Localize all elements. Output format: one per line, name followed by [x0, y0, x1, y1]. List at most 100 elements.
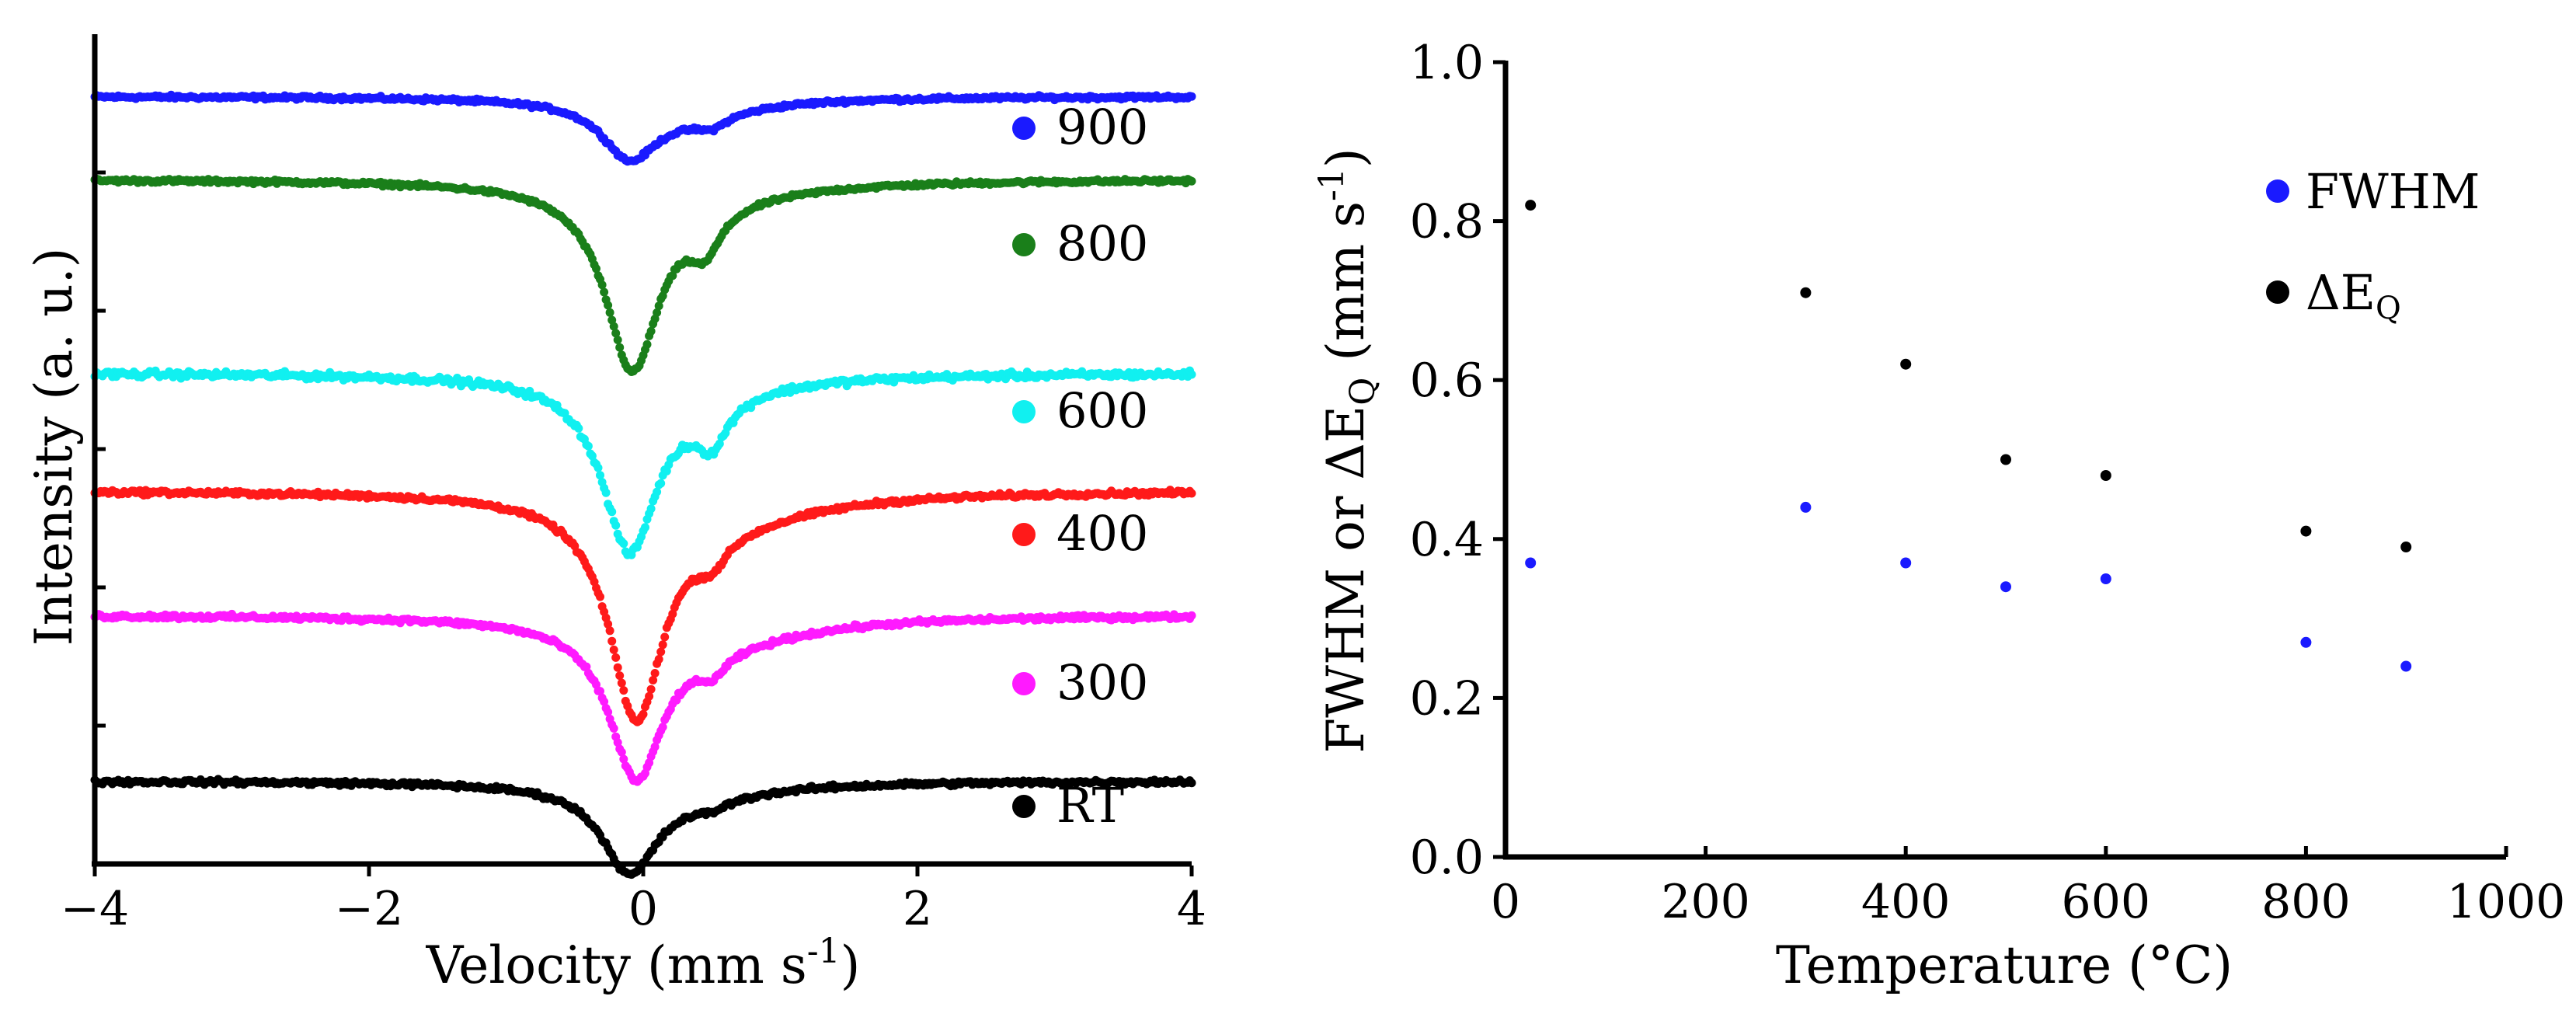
spectrum-point	[574, 423, 583, 433]
spectra-x-tick-label: −2	[335, 882, 403, 936]
spectrum-point	[642, 340, 652, 349]
spectra-x-ticks: −4 −2 0 2 4	[61, 866, 1206, 936]
spectrum-point	[613, 663, 622, 672]
parameters-y-tick-label: 0.0	[1410, 831, 1484, 885]
spectrum-point	[615, 671, 625, 681]
spectrum-point	[582, 662, 591, 671]
spectrum-point	[611, 653, 621, 662]
parameters-legend-item-eq: ΔEQ	[2266, 264, 2401, 326]
spectrum-point	[607, 636, 617, 646]
spectra-x-axis-title-superscript: -1	[807, 932, 841, 971]
spectra-legend-label: 600	[1057, 382, 1148, 439]
parameters-point	[1900, 557, 1912, 569]
parameters-y-tick-label: 0.2	[1410, 671, 1484, 726]
parameters-point	[2300, 636, 2312, 648]
spectra-legend-item-400: 400	[1012, 505, 1148, 562]
spectrum-300	[90, 609, 1196, 786]
parameters-point	[1525, 200, 1537, 211]
spectrum-point	[619, 539, 628, 549]
spectrum-point	[653, 487, 662, 496]
spectra-series-group	[90, 90, 1196, 879]
spectra-legend-item-600: 600	[1012, 382, 1148, 439]
spectra-y-axis-title: Intensity (a. u.)	[24, 248, 84, 646]
parameters-x-tick-label: 0	[1491, 875, 1520, 929]
spectrum-point	[617, 747, 626, 757]
parameters-point	[2300, 525, 2312, 537]
parameters-legend-label: ΔEQ	[2306, 264, 2401, 326]
spectrum-point	[617, 678, 626, 688]
spectrum-point	[654, 301, 663, 311]
spectrum-point	[583, 441, 593, 451]
spectrum-point	[604, 301, 613, 310]
spectrum-800	[90, 174, 1196, 376]
spectra-x-tick-label: 2	[903, 882, 932, 936]
spectrum-point	[646, 326, 656, 336]
spectrum-point	[613, 336, 622, 344]
spectrum-900	[90, 90, 1196, 166]
spectrum-point	[653, 308, 662, 317]
parameters-x-tick-label: 600	[2062, 875, 2151, 929]
parameters-legend: FWHM ΔEQ	[2266, 163, 2480, 326]
parameters-y-axis-title-end: )	[1316, 148, 1376, 168]
parameters-legend-marker	[2266, 179, 2289, 203]
parameters-points-group	[1525, 200, 2412, 672]
spectrum-400	[90, 486, 1196, 726]
parameters-point	[2400, 542, 2412, 552]
spectrum-point	[654, 655, 663, 664]
parameters-x-ticks: 0 200 400 600 800 1000	[1491, 846, 2565, 929]
spectrum-point	[650, 742, 660, 751]
spectrum-point	[639, 709, 648, 719]
spectrum-point	[1187, 778, 1196, 788]
spectrum-point	[658, 723, 667, 732]
parameters-point	[2000, 454, 2011, 465]
spectra-legend-item-rt: RT	[1012, 777, 1124, 834]
parameters-panel: 0.0 0.2 0.4 0.6 0.8 1.0 0 200 400 600 800 1000 FWH…	[1312, 36, 2565, 995]
spectrum-point	[601, 488, 611, 497]
parameters-point	[2400, 660, 2412, 672]
spectrum-point	[604, 708, 613, 716]
spectrum-point	[605, 308, 614, 317]
spectrum-point	[649, 676, 658, 684]
spectra-legend-label: 400	[1057, 505, 1148, 562]
spectra-x-axis-title-main: Velocity (mm s	[426, 935, 807, 995]
parameters-point	[1900, 358, 1912, 370]
parameters-y-tick-label: 0.8	[1410, 195, 1484, 249]
spectrum-point	[596, 471, 604, 480]
parameters-point	[2100, 573, 2111, 584]
parameters-x-tick-label: 800	[2261, 875, 2351, 929]
spectrum-point	[605, 626, 614, 636]
parameters-y-tick-label: 1.0	[1410, 36, 1484, 90]
spectra-x-tick-label: −4	[61, 882, 129, 936]
spectrum-point	[645, 691, 654, 701]
parameters-y-axis-title-subscript: Q	[1343, 378, 1383, 406]
parameters-legend-label: FWHM	[2306, 163, 2480, 220]
spectrum-point	[658, 640, 667, 650]
parameters-y-axis-title-main: FWHM or ΔE	[1316, 406, 1376, 754]
parameters-point	[2100, 470, 2111, 481]
parameters-y-tick-label: 0.6	[1410, 354, 1484, 408]
parameters-y-axis-title: FWHM or ΔEQ (mm s-1)	[1312, 148, 1383, 753]
spectra-legend-marker	[1012, 400, 1036, 423]
parameters-legend-marker	[2266, 280, 2289, 304]
spectrum-point	[1187, 92, 1196, 101]
spectra-legend-item-800: 800	[1012, 215, 1148, 272]
spectra-legend-item-300: 300	[1012, 654, 1148, 711]
spectrum-point	[641, 523, 649, 532]
spectrum-point	[646, 504, 656, 514]
spectra-legend: 900 800 600 400 300 RT	[1012, 99, 1148, 834]
spectrum-point	[600, 697, 609, 706]
spectrum-point	[1187, 370, 1196, 379]
spectrum-point	[1187, 176, 1196, 186]
spectra-legend-label: RT	[1057, 777, 1124, 834]
spectrum-point	[656, 479, 666, 488]
parameters-series-fwhm	[1525, 501, 2412, 672]
spectrum-point	[594, 463, 603, 472]
parameters-y-tick-label: 0.4	[1410, 513, 1484, 567]
parameters-x-tick-label: 400	[1861, 875, 1951, 929]
spectrum-point	[613, 738, 622, 747]
parameters-y-axis-title-superscript: -1	[1312, 168, 1352, 201]
spectrum-point	[607, 507, 617, 517]
spectrum-point	[656, 647, 666, 657]
